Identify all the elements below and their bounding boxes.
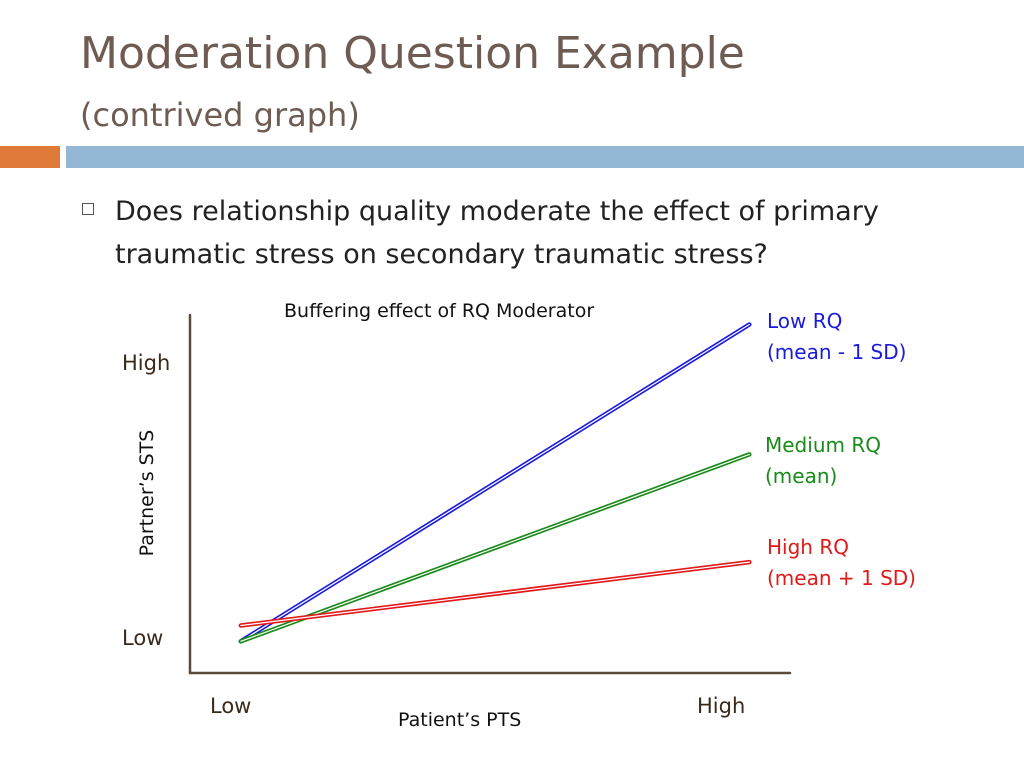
legend-low-rq-line1: Low RQ	[767, 309, 843, 333]
series-line-core-medium-rq	[240, 453, 750, 642]
slide-subtitle: (contrived graph)	[80, 96, 360, 134]
slide-title: Moderation Question Example	[80, 28, 745, 79]
chart-series-lines	[238, 322, 752, 644]
legend-high-rq-line1: High RQ	[767, 535, 849, 559]
chart-axes	[188, 313, 792, 675]
y-axis-label: Partner’s STS	[136, 429, 158, 557]
bullet-square-icon	[82, 203, 94, 215]
legend-low-rq-line2: (mean - 1 SD)	[767, 340, 907, 364]
legend-medium-rq-line2: (mean)	[765, 464, 838, 488]
x-tick-label-low: Low	[210, 694, 252, 718]
x-tick-label-high: High	[697, 694, 746, 718]
series-line-core-high-rq	[240, 561, 750, 627]
series-line-core-low-rq	[240, 323, 750, 642]
legend-high-rq-line2: (mean + 1 SD)	[767, 566, 916, 590]
x-axis-label: Patient’s PTS	[398, 709, 522, 731]
legend-medium-rq-line1: Medium RQ	[765, 433, 881, 457]
bullet-question: Does relationship quality moderate the e…	[115, 196, 879, 270]
accent-band-orange	[0, 146, 60, 168]
accent-band-blue	[66, 146, 1024, 168]
y-tick-label-high: High	[122, 351, 171, 375]
chart-title: Buffering effect of RQ Moderator	[284, 300, 595, 322]
y-tick-label-low: Low	[122, 626, 164, 650]
